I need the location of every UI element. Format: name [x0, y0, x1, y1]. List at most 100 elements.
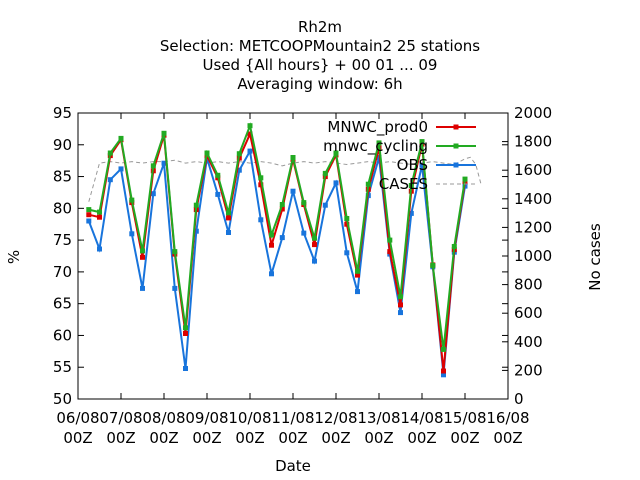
x-axis-label: Date — [275, 457, 311, 475]
x-tick-label-hour: 00Z — [63, 429, 92, 447]
y-tick-label: 60 — [53, 326, 72, 344]
x-tick-label-date: 12/08 — [314, 409, 357, 427]
data-point — [419, 162, 425, 168]
data-point — [161, 130, 167, 136]
data-point — [355, 268, 360, 274]
y-tick-label: 75 — [53, 231, 72, 249]
data-point — [172, 285, 178, 291]
y2-axis-label: No cases — [586, 223, 604, 291]
data-point — [226, 230, 231, 235]
series-cases — [88, 156, 482, 202]
y2-tick-label: 1000 — [514, 247, 552, 265]
x-tick-label-hour: 00Z — [192, 429, 221, 447]
x-tick-label-hour: 00Z — [235, 429, 264, 447]
y2-axis-ticks: 0 200 400 600 800 1000 1200 1400 1600 1800 2000 — [502, 104, 552, 408]
data-point — [150, 191, 156, 197]
data-point — [387, 237, 393, 243]
y2-tick-label: 1600 — [514, 161, 552, 179]
y2-tick-label: 1400 — [514, 190, 552, 208]
x-tick-label-hour: 00Z — [149, 429, 178, 447]
x-tick-label-hour: 00Z — [106, 429, 135, 447]
data-point — [269, 242, 274, 248]
data-point — [408, 210, 414, 216]
data-point — [183, 331, 188, 336]
title-line-3: Used {All hours} + 00 01 ... 09 — [203, 56, 438, 74]
data-point — [344, 216, 350, 221]
x-tick-label-date: 10/08 — [228, 409, 271, 427]
data-point — [387, 249, 393, 255]
legend-label: OBS — [397, 156, 428, 174]
legend-marker — [453, 162, 459, 168]
title-line-4: Averaging window: 6h — [237, 75, 402, 93]
data-point — [290, 155, 296, 160]
chart-title: Rh2m Selection: METCOOPMountain2 25 stat… — [160, 18, 480, 93]
data-point — [226, 215, 231, 221]
x-tick-label-date: 13/08 — [357, 409, 400, 427]
data-point — [193, 202, 199, 208]
series-line — [88, 156, 482, 202]
data-point — [118, 166, 124, 172]
x-axis-ticks: 06/08 00Z 07/08 00Z 08/08 00Z 09/08 00Z 10/08 00Z… — [56, 113, 530, 447]
data-point — [322, 202, 328, 208]
data-point — [183, 366, 188, 371]
y2-tick-label: 200 — [514, 361, 543, 379]
data-point — [247, 131, 253, 137]
data-point — [301, 200, 307, 206]
legend-label: mnwc_cycling — [323, 137, 428, 156]
x-tick-label-hour: 00Z — [321, 429, 350, 447]
data-point — [279, 202, 285, 207]
data-point — [118, 135, 124, 141]
data-point — [86, 212, 92, 218]
title-line-1: Rh2m — [298, 18, 342, 36]
series-line — [88, 122, 466, 350]
data-point — [247, 148, 253, 154]
series-mnwc-cycling — [86, 122, 468, 352]
y2-tick-label: 0 — [514, 390, 524, 408]
data-point — [441, 372, 446, 378]
data-point — [97, 214, 102, 220]
legend-item: MNWC_prod0 — [327, 118, 476, 137]
data-point — [430, 263, 436, 268]
x-tick-label-hour: 00Z — [450, 429, 479, 447]
data-point — [376, 140, 382, 146]
data-point — [333, 150, 339, 156]
x-tick-label-date: 09/08 — [185, 409, 228, 427]
legend-item: mnwc_cycling — [323, 137, 476, 156]
y2-tick-label: 1200 — [514, 218, 552, 236]
y-tick-label: 50 — [53, 390, 72, 408]
data-point — [107, 177, 113, 183]
data-point — [215, 191, 221, 197]
y-tick-label: 85 — [53, 168, 72, 186]
data-point — [86, 207, 92, 213]
y-axis-ticks: 50 55 60 65 70 75 80 85 90 95 — [53, 104, 508, 408]
data-point — [419, 139, 425, 145]
data-point — [236, 151, 242, 157]
data-point — [193, 228, 199, 234]
data-point — [129, 197, 135, 203]
data-point — [86, 218, 92, 224]
x-tick-label-date: 11/08 — [271, 409, 314, 427]
legend-marker — [453, 124, 459, 130]
y-tick-label: 55 — [53, 358, 72, 376]
data-point — [312, 235, 317, 241]
data-point — [441, 346, 446, 352]
data-point — [333, 180, 339, 186]
data-point — [344, 221, 350, 227]
title-line-2: Selection: METCOOPMountain2 25 stations — [160, 37, 480, 55]
data-point — [258, 182, 264, 188]
data-point — [408, 183, 414, 188]
y-tick-label: 80 — [53, 199, 72, 217]
data-point — [236, 167, 242, 173]
data-point — [97, 209, 102, 215]
data-point — [140, 248, 145, 254]
x-tick-label-date: 15/08 — [443, 409, 486, 427]
legend-item: CASES — [379, 175, 476, 193]
data-point — [161, 160, 167, 166]
y2-tick-label: 800 — [514, 276, 543, 294]
x-tick-label-hour: 00Z — [278, 429, 307, 447]
data-point — [140, 254, 145, 260]
y-tick-label: 65 — [53, 295, 72, 313]
x-tick-label-date: 16/08 — [486, 409, 529, 427]
data-point — [279, 206, 285, 212]
